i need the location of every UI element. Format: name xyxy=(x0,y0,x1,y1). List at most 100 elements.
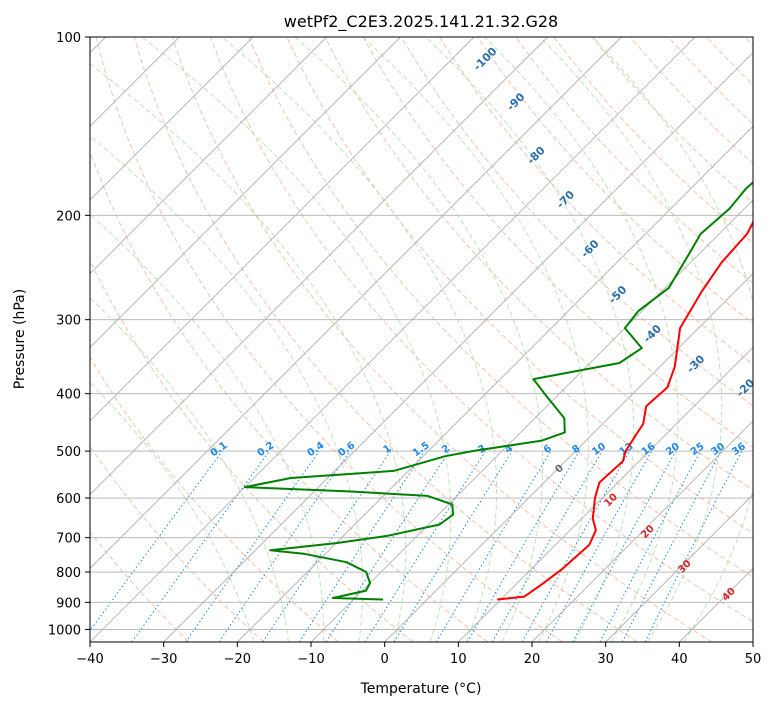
isotherm-line xyxy=(531,420,753,642)
isotherm-line xyxy=(163,52,753,642)
dry-adiabat xyxy=(324,37,753,491)
mixing-ratio-line xyxy=(435,450,552,642)
dry-adiabat xyxy=(90,445,264,642)
y-tick-label: 900 xyxy=(56,596,81,611)
dry-adiabat xyxy=(362,37,753,449)
isotherm-line xyxy=(752,641,753,642)
x-tick-label: −40 xyxy=(76,652,103,667)
isotherm-line xyxy=(605,494,753,642)
isotherm-line xyxy=(310,199,753,642)
dry-adiabat-label: -60 xyxy=(578,237,601,260)
x-axis-label: Temperature (°C) xyxy=(360,681,482,697)
moist-adiabat xyxy=(90,381,255,642)
dry-adiabat xyxy=(133,37,638,642)
mixing-ratio-line xyxy=(90,450,223,632)
dry-adiabat xyxy=(439,37,753,365)
mixing-ratio-line xyxy=(521,450,630,642)
y-tick-label: 100 xyxy=(56,31,81,46)
dewpoint-profile-line xyxy=(243,181,753,601)
y-tick-label: 500 xyxy=(56,445,81,460)
mixing-ratio-line xyxy=(185,450,320,642)
moist-adiabat-label: 20 xyxy=(639,523,657,541)
isotherm-line xyxy=(679,567,753,642)
moist-adiabat xyxy=(90,135,364,642)
isotherm-line xyxy=(237,125,753,642)
mixing-ratio-line xyxy=(393,450,513,642)
dry-adiabat xyxy=(90,531,190,642)
mixing-ratio-line xyxy=(218,450,351,642)
mixing-ratio-label: 25 xyxy=(689,441,707,458)
isotherm-line xyxy=(90,37,475,422)
moist-adiabat xyxy=(90,213,325,642)
dry-adiabat-label: -20 xyxy=(734,376,757,399)
isotherm-line xyxy=(90,37,696,642)
mixing-ratio-line xyxy=(621,450,722,642)
isotherm-line xyxy=(90,37,254,201)
y-tick-label: 200 xyxy=(56,209,81,224)
dry-adiabat xyxy=(706,37,753,86)
moist-adiabat xyxy=(362,37,589,642)
mixing-ratio-label: 6 xyxy=(542,443,554,456)
moist-adiabat xyxy=(294,37,544,642)
x-tick-label: 40 xyxy=(671,652,688,667)
dry-adiabat xyxy=(591,37,753,204)
temperature-profile-line xyxy=(497,214,753,601)
dry-adiabat xyxy=(515,37,753,284)
mixing-ratio-label: 1 xyxy=(382,443,394,456)
mixing-ratio-label: 0.2 xyxy=(256,440,277,459)
dry-adiabat-label: -80 xyxy=(525,144,548,167)
dry-adiabat xyxy=(744,37,753,47)
isotherm-line xyxy=(90,37,622,569)
mixing-ratio-line xyxy=(572,450,677,642)
mixing-ratio-line xyxy=(131,450,270,642)
dry-adiabat xyxy=(248,37,753,578)
y-axis-label: Pressure (hPa) xyxy=(12,289,28,389)
mixing-ratio-line xyxy=(325,450,450,642)
dry-adiabat xyxy=(90,150,488,642)
dry-adiabat xyxy=(95,37,563,642)
isotherm-line xyxy=(90,37,327,275)
moist-adiabat-label: 0 xyxy=(553,463,566,476)
x-tick-label: −20 xyxy=(224,652,251,667)
y-tick-label: 400 xyxy=(56,388,81,403)
dry-adiabat xyxy=(90,356,339,642)
plot-frame xyxy=(89,36,754,643)
moist-adiabat xyxy=(484,37,679,642)
dry-adiabat-label: -40 xyxy=(641,322,664,345)
moist-adiabat xyxy=(221,37,498,642)
y-tick-label: 600 xyxy=(56,492,81,507)
dry-adiabat xyxy=(210,37,753,623)
x-tick-label: 10 xyxy=(450,652,467,667)
mixing-ratio-label: 0.1 xyxy=(209,440,230,459)
dry-adiabat xyxy=(90,259,414,642)
isotherm-line xyxy=(458,346,753,642)
mixing-ratio-line xyxy=(599,450,701,642)
dry-adiabat xyxy=(553,37,753,244)
mixing-ratio-label: 2 xyxy=(440,443,452,456)
dry-adiabat xyxy=(400,37,753,407)
moist-adiabat xyxy=(592,37,753,642)
x-tick-label: 30 xyxy=(597,652,614,667)
y-tick-label: 700 xyxy=(56,532,81,547)
y-tick-label: 300 xyxy=(56,314,81,329)
dry-adiabat xyxy=(477,37,753,325)
isotherm-line xyxy=(384,273,753,642)
moist-adiabat xyxy=(539,37,723,642)
dry-adiabat xyxy=(668,37,753,125)
y-tick-label: 1000 xyxy=(48,623,81,638)
moist-adiabat xyxy=(90,297,289,642)
isotherm-line xyxy=(90,37,401,348)
mixing-ratio-label: 30 xyxy=(709,441,727,458)
moist-adiabat xyxy=(141,37,452,642)
y-tick-label: 800 xyxy=(56,566,81,581)
mixing-ratio-line xyxy=(467,450,580,642)
x-tick-label: −30 xyxy=(150,652,177,667)
mixing-ratio-label: 20 xyxy=(664,441,682,458)
isotherm-line xyxy=(90,37,548,496)
mixing-ratio-line xyxy=(545,450,653,642)
mixing-ratio-label: 0.4 xyxy=(306,440,327,459)
dry-adiabat xyxy=(171,37,712,642)
dry-adiabat-label: -50 xyxy=(606,283,629,306)
mixing-ratio-label: 36 xyxy=(730,441,748,458)
